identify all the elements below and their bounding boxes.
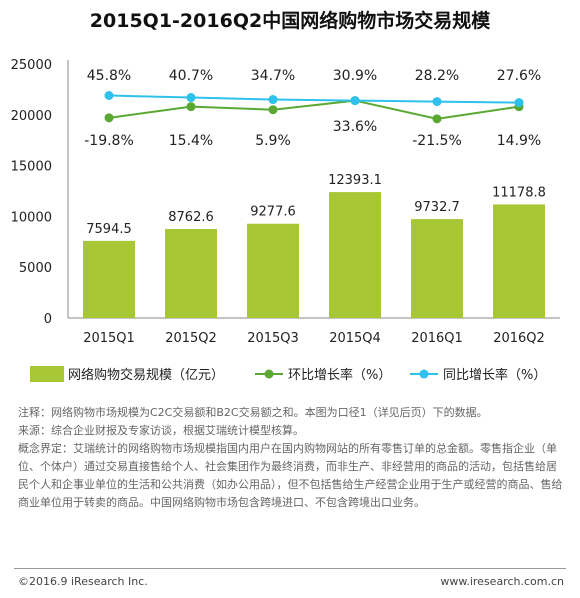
legend-qoq-label: 环比增长率（%） (288, 367, 391, 383)
qoq-value-label: 15.4% (169, 133, 213, 149)
bar (247, 223, 299, 318)
yoy-value-label: 34.7% (251, 68, 295, 84)
qoq-point (268, 105, 278, 115)
yoy-value-label: 28.2% (415, 68, 459, 84)
bar-value-label: 9732.7 (414, 200, 460, 215)
yoy-growth-line (108, 94, 520, 104)
yoy-point (432, 97, 442, 107)
legend-yoy-marker (419, 369, 429, 379)
legend-qoq-marker (264, 369, 274, 379)
legend-bar-label: 网络购物交易规模（亿元） (68, 367, 224, 383)
x-tick-label: 2015Q3 (247, 331, 299, 346)
x-tick-label: 2016Q2 (493, 331, 545, 346)
x-tick-label: 2015Q2 (165, 331, 217, 346)
yoy-value-label: 27.6% (497, 68, 541, 84)
yoy-value-label: 40.7% (169, 68, 213, 84)
yoy-point (268, 95, 278, 105)
yoy-value-label: 30.9% (333, 68, 377, 84)
qoq-value-label: 14.9% (497, 133, 541, 149)
legend-yoy-label: 同比增长率（%） (443, 367, 546, 383)
bar-value-label: 7594.5 (86, 222, 132, 237)
bar (411, 219, 463, 318)
source-text: 来源：综合企业财报及专家访谈，根据艾瑞统计模型核算。 (18, 424, 304, 437)
definition-text: 概念界定：艾瑞统计的网络购物市场规模指国内用户在国内购物网站的所有零售订单的总金… (18, 442, 563, 509)
y-tick-label: 25000 (11, 58, 52, 73)
qoq-value-label: 33.6% (333, 119, 377, 135)
qoq-value-label: -19.8% (84, 133, 134, 149)
y-tick-label: 0 (44, 312, 52, 327)
footer-divider (14, 568, 566, 569)
x-tick-label: 2016Q1 (411, 331, 463, 346)
y-tick-label: 20000 (11, 109, 52, 124)
copyright-text: ©2016.9 iResearch Inc. (18, 575, 148, 588)
bar-value-label: 8762.6 (168, 210, 214, 225)
notes-section: 注释：网络购物市场规模为C2C交易额和B2C交易额之和。本图为口径1（详见后页）… (18, 404, 566, 512)
yoy-point (186, 93, 196, 103)
bar-value-label: 11178.8 (492, 185, 546, 200)
legend-bar-swatch (30, 366, 64, 382)
y-tick-label: 10000 (11, 210, 52, 225)
bar-value-label: 12393.1 (328, 173, 382, 188)
qoq-growth-line (108, 99, 520, 120)
x-tick-label: 2015Q1 (83, 331, 135, 346)
yoy-point (104, 90, 114, 100)
y-tick-label: 5000 (19, 261, 52, 276)
qoq-point (432, 114, 442, 124)
bar (83, 240, 135, 318)
qoq-point (186, 102, 196, 112)
y-tick-label: 15000 (11, 160, 52, 175)
chart-area: 0 5000 10000 15000 20000 25000 2015Q1 2015Q2 201… (11, 58, 560, 383)
yoy-point (514, 98, 524, 108)
x-tick-label: 2015Q4 (329, 331, 381, 346)
qoq-value-label: -21.5% (412, 133, 462, 149)
bar (165, 228, 217, 318)
qoq-point (104, 113, 114, 123)
chart-title: 2015Q1-2016Q2中国网络购物市场交易规模 (89, 10, 491, 32)
bar-value-label: 9277.6 (250, 205, 296, 220)
qoq-value-label: 5.9% (255, 133, 291, 149)
yoy-value-label: 45.8% (87, 68, 131, 84)
website-text: www.iresearch.com.cn (440, 575, 564, 588)
note-text: 注释：网络购物市场规模为C2C交易额和B2C交易额之和。本图为口径1（详见后页）… (18, 406, 488, 419)
bar (493, 204, 545, 318)
bar (329, 192, 381, 318)
yoy-point (350, 96, 360, 106)
